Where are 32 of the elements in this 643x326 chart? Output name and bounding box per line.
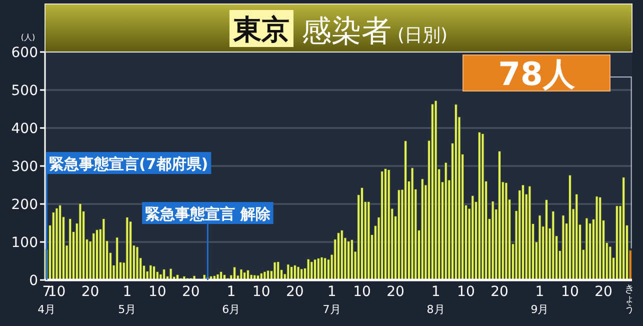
x-tick-label: 10 <box>561 284 579 300</box>
callout: 78人 <box>462 54 632 249</box>
x-tick-label: 1 6月 <box>222 284 240 316</box>
x-tick-label: 10 <box>148 284 166 300</box>
ref-line-label: 緊急事態宣言 解除 <box>145 205 272 223</box>
y-tick-label: 400 <box>11 121 38 137</box>
x-tick-label: 20 <box>594 284 612 300</box>
y-tick-label: 500 <box>11 83 38 99</box>
chart-subtitle: 感染者 <box>301 14 392 49</box>
x-tick-label: 1 9月 <box>530 284 549 316</box>
x-tick-label: 10 <box>353 284 371 300</box>
y-tick-label: 100 <box>11 235 38 251</box>
chart-title: 東京 <box>232 13 290 46</box>
ref-line-label: 緊急事態宣言(7都府県) <box>49 155 208 173</box>
title: 東京 感染者 (日別) <box>44 4 632 52</box>
y-tick-label: 0 <box>29 273 38 289</box>
x-tick-label: 20 <box>490 284 508 300</box>
x-tick-label: 20 <box>386 284 404 300</box>
x-tick-label: 1 5月 <box>118 284 136 316</box>
x-tick-label: きょう <box>624 284 634 315</box>
x-tick-label: 10 <box>252 284 270 300</box>
y-tick-label: 600 <box>11 45 38 61</box>
x-tick-label: 1 7月 <box>322 284 341 316</box>
y-tick-label: 200 <box>11 197 38 213</box>
x-tick-label: 20 <box>182 284 200 300</box>
x-tick-label: 1 8月 <box>426 284 445 316</box>
annotation: 78人 <box>498 55 576 93</box>
x-tick-label: 10 <box>457 284 475 300</box>
x-tick-label: 20 <box>286 284 304 300</box>
y-tick-label: 300 <box>11 159 38 175</box>
x-tick-label: 20 <box>81 284 100 300</box>
y-axis-title: (人) <box>20 33 36 42</box>
